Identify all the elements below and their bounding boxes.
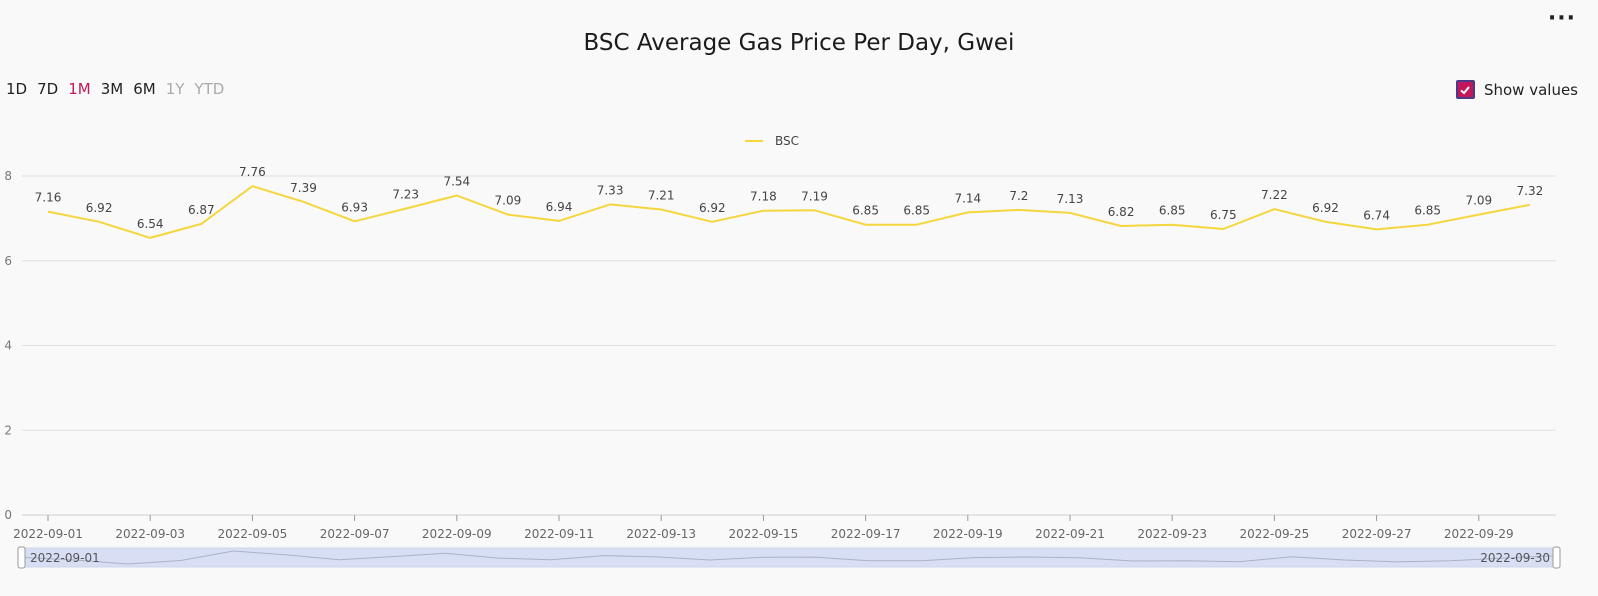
y-tick-label: 8: [4, 169, 12, 183]
zoom-slider-preview-line: [21, 550, 1557, 565]
x-tick-label: 2022-09-19: [933, 527, 1003, 541]
data-label: 7.33: [597, 183, 624, 197]
zoom-slider-start-label: 2022-09-01: [30, 551, 100, 565]
range-6m-button[interactable]: 6M: [133, 80, 156, 98]
range-ytd-button[interactable]: YTD: [194, 80, 225, 98]
data-label: 6.85: [1414, 204, 1441, 218]
data-label: 6.82: [1108, 205, 1135, 219]
x-tick-label: 2022-09-23: [1137, 527, 1207, 541]
x-tick-label: 2022-09-05: [218, 527, 288, 541]
data-label: 6.85: [903, 204, 930, 218]
data-label: 6.74: [1363, 208, 1390, 222]
show-values-checkbox[interactable]: [1455, 80, 1475, 99]
x-tick-label: 2022-09-27: [1342, 527, 1412, 541]
show-values-toggle[interactable]: Show values: [1455, 80, 1578, 99]
data-label: 7.09: [495, 194, 522, 208]
y-tick-label: 2: [4, 423, 12, 437]
data-label: 7.09: [1465, 194, 1492, 208]
data-label: 7.2: [1009, 189, 1028, 203]
data-label: 6.92: [86, 201, 113, 215]
data-label: 6.85: [852, 204, 879, 218]
data-label: 7.14: [954, 191, 981, 205]
x-tick-label: 2022-09-01: [13, 527, 83, 541]
range-selector: 1D 7D 1M 3M 6M 1Y YTD: [6, 80, 224, 98]
x-tick-label: 2022-09-07: [320, 527, 390, 541]
data-label: 7.21: [648, 188, 675, 202]
data-label: 7.22: [1261, 188, 1288, 202]
data-label: 7.54: [443, 174, 470, 188]
show-values-label: Show values: [1483, 80, 1578, 99]
data-label: 7.18: [750, 190, 777, 204]
zoom-slider-left-handle[interactable]: [17, 546, 26, 569]
data-label: 6.75: [1210, 208, 1237, 222]
range-7d-button[interactable]: 7D: [37, 80, 59, 98]
data-label: 7.39: [290, 181, 317, 195]
x-tick-label: 2022-09-21: [1035, 527, 1105, 541]
data-label: 6.93: [341, 200, 368, 214]
data-label: 7.19: [801, 189, 828, 203]
y-tick-label: 6: [4, 254, 12, 268]
range-1m-button[interactable]: 1M: [68, 80, 91, 98]
data-label: 6.85: [1159, 204, 1186, 218]
more-options-button[interactable]: ···: [1547, 6, 1576, 31]
x-tick-label: 2022-09-09: [422, 527, 492, 541]
data-label: 6.54: [137, 217, 164, 231]
x-tick-label: 2022-09-03: [115, 527, 185, 541]
x-tick-label: 2022-09-11: [524, 527, 594, 541]
x-tick-label: 2022-09-13: [626, 527, 696, 541]
y-tick-label: 4: [4, 339, 12, 353]
range-3m-button[interactable]: 3M: [100, 80, 124, 98]
data-label: 7.16: [35, 191, 62, 205]
legend-label-bsc: BSC: [775, 134, 799, 148]
data-label: 7.13: [1057, 192, 1084, 206]
data-label: 6.92: [699, 201, 726, 215]
data-label: 6.92: [1312, 201, 1339, 215]
x-tick-label: 2022-09-29: [1444, 527, 1514, 541]
data-label: 7.76: [239, 165, 266, 179]
y-tick-label: 0: [4, 508, 12, 522]
data-label: 7.23: [392, 188, 419, 202]
zoom-slider-end-label: 2022-09-30: [1480, 551, 1550, 565]
data-label: 7.32: [1517, 184, 1544, 198]
x-tick-label: 2022-09-15: [729, 527, 799, 541]
range-1d-button[interactable]: 1D: [6, 80, 28, 98]
series-line-bsc: [47, 185, 1531, 239]
checkmark-icon: [1460, 85, 1471, 94]
data-label: 6.87: [188, 203, 215, 217]
zoom-slider-right-handle[interactable]: [1552, 546, 1561, 569]
chart-title: BSC Average Gas Price Per Day, Gwei: [583, 30, 1015, 56]
range-1y-button[interactable]: 1Y: [165, 80, 185, 98]
x-tick-label: 2022-09-17: [831, 527, 901, 541]
x-tick-label: 2022-09-25: [1240, 527, 1310, 541]
data-label: 6.94: [546, 200, 573, 214]
